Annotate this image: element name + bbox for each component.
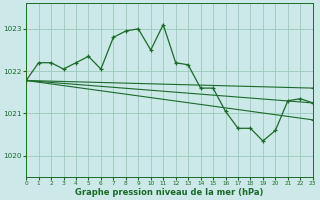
X-axis label: Graphe pression niveau de la mer (hPa): Graphe pression niveau de la mer (hPa) (75, 188, 264, 197)
